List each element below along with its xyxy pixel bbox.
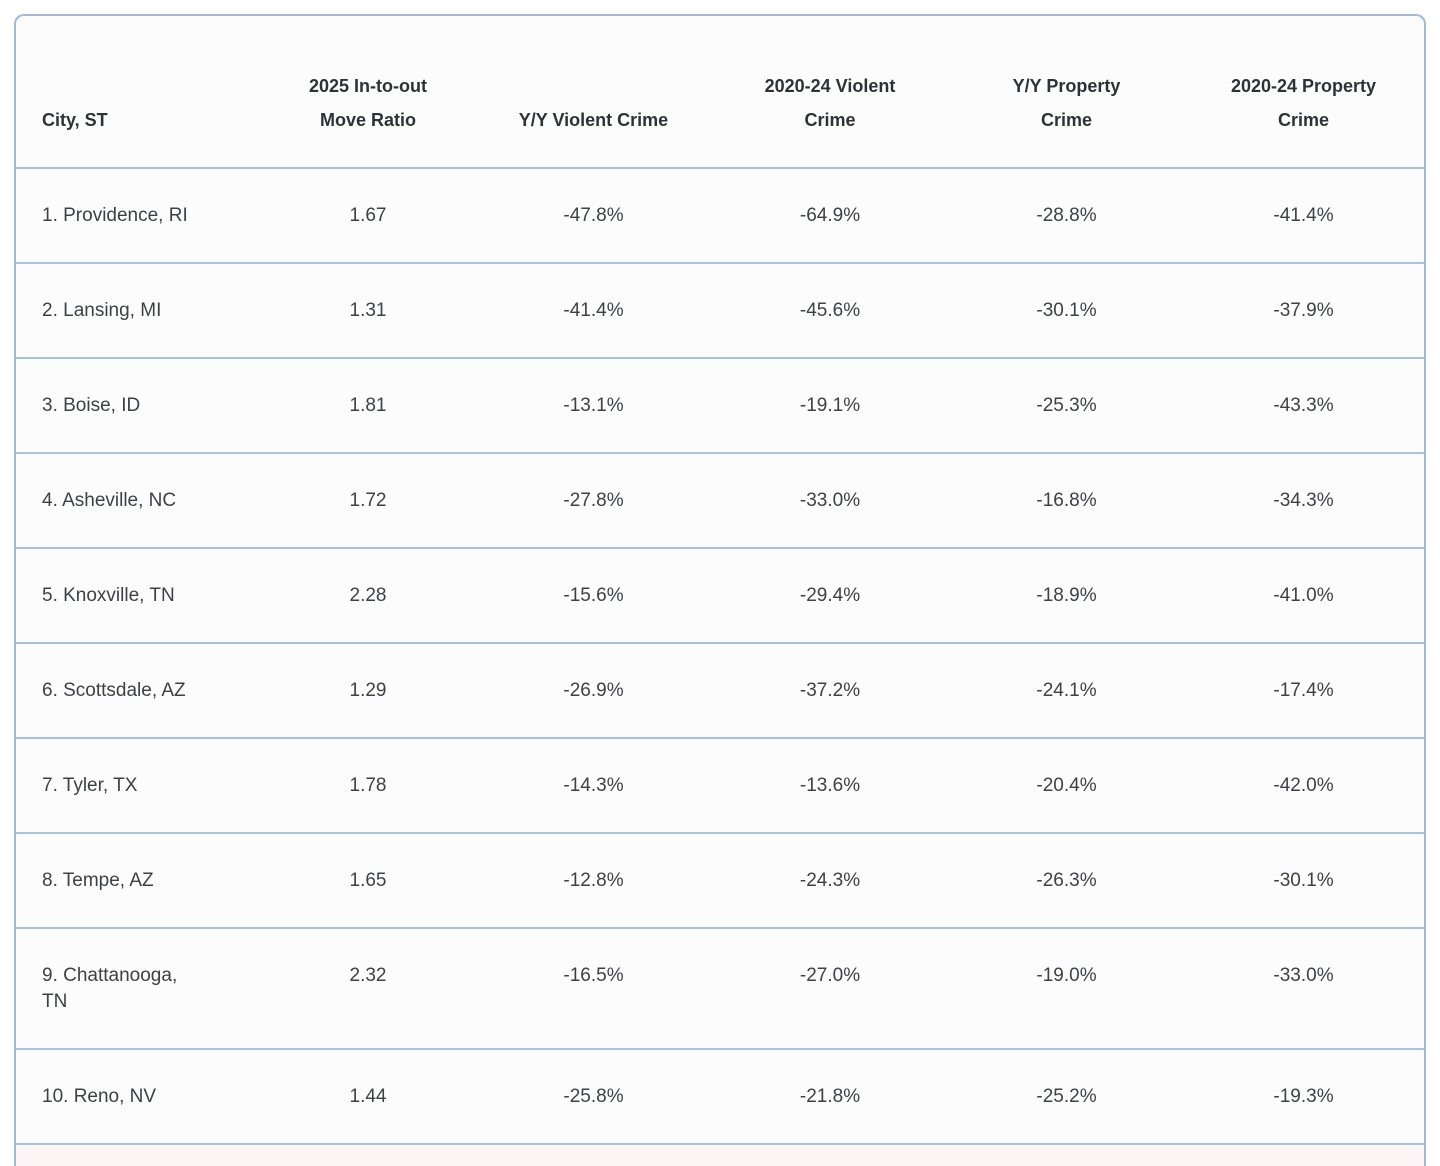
cell-city: 7. Tyler, TX xyxy=(16,738,259,834)
cell-ratio: 1.78 xyxy=(259,738,477,834)
cell-ratio: 1.29 xyxy=(259,643,477,739)
column-header-yyv: Y/Y Violent Crime xyxy=(477,16,710,169)
cell-ratio: 1.65 xyxy=(259,833,477,929)
cell-city: 5. Knoxville, TN xyxy=(16,548,259,644)
cell-city: 6. Scottsdale, AZ xyxy=(16,643,259,739)
cell-city: 10. Reno, NV xyxy=(16,1049,259,1145)
partial-next-row xyxy=(16,1145,1424,1166)
cell-yyv: -47.8% xyxy=(477,168,710,264)
cell-yyv: -27.8% xyxy=(477,453,710,549)
cell-yyp: -28.8% xyxy=(950,168,1183,264)
cell-p24: -41.0% xyxy=(1183,548,1424,644)
column-header-yyp: Y/Y Property Crime xyxy=(950,16,1183,169)
cell-ratio: 1.31 xyxy=(259,263,477,359)
cell-yyv: -15.6% xyxy=(477,548,710,644)
table-header: City, ST 2025 In-to-out Move Ratio Y/Y Vio… xyxy=(16,16,1424,169)
cell-ratio: 1.44 xyxy=(259,1049,477,1145)
cell-yyp: -24.1% xyxy=(950,643,1183,739)
cell-p24: -30.1% xyxy=(1183,833,1424,929)
cell-yyv: -41.4% xyxy=(477,263,710,359)
cell-city: 8. Tempe, AZ xyxy=(16,833,259,929)
cell-city: 9. Chattanooga, TN xyxy=(16,928,259,1050)
cell-p24: -34.3% xyxy=(1183,453,1424,549)
cell-yyp: -19.0% xyxy=(950,928,1183,1050)
table-row: 3. Boise, ID 1.81 -13.1% -19.1% -25.3% -43.3% xyxy=(16,358,1424,454)
cell-v24: -24.3% xyxy=(710,833,950,929)
cell-yyp: -20.4% xyxy=(950,738,1183,834)
cell-ratio: 1.67 xyxy=(259,168,477,264)
cell-v24: -33.0% xyxy=(710,453,950,549)
cell-yyp: -25.3% xyxy=(950,358,1183,454)
table-row: 4. Asheville, NC 1.72 -27.8% -33.0% -16.8% -3… xyxy=(16,453,1424,549)
cell-yyv: -13.1% xyxy=(477,358,710,454)
crime-stats-table: City, ST 2025 In-to-out Move Ratio Y/Y Vio… xyxy=(16,16,1424,1145)
table-row: 7. Tyler, TX 1.78 -14.3% -13.6% -20.4% -42.0% xyxy=(16,738,1424,834)
cell-city: 2. Lansing, MI xyxy=(16,263,259,359)
cell-city: 1. Providence, RI xyxy=(16,168,259,264)
cell-yyv: -25.8% xyxy=(477,1049,710,1145)
cell-yyp: -16.8% xyxy=(950,453,1183,549)
cell-yyv: -16.5% xyxy=(477,928,710,1050)
cell-city: 3. Boise, ID xyxy=(16,358,259,454)
table-row: 6. Scottsdale, AZ 1.29 -26.9% -37.2% -24.1% -… xyxy=(16,643,1424,739)
table-body: 1. Providence, RI 1.67 -47.8% -64.9% -28.8% -… xyxy=(16,168,1424,1145)
cell-ratio: 2.32 xyxy=(259,928,477,1050)
table-row: 8. Tempe, AZ 1.65 -12.8% -24.3% -26.3% -30.1% xyxy=(16,833,1424,929)
cell-v24: -13.6% xyxy=(710,738,950,834)
column-header-p24: 2020-24 Property Crime xyxy=(1183,16,1424,169)
column-header-ratio: 2025 In-to-out Move Ratio xyxy=(259,16,477,169)
cell-v24: -45.6% xyxy=(710,263,950,359)
cell-yyp: -18.9% xyxy=(950,548,1183,644)
table-row: 5. Knoxville, TN 2.28 -15.6% -29.4% -18.9% -4… xyxy=(16,548,1424,644)
cell-ratio: 1.81 xyxy=(259,358,477,454)
cell-p24: -42.0% xyxy=(1183,738,1424,834)
table-row: 1. Providence, RI 1.67 -47.8% -64.9% -28.8% -… xyxy=(16,168,1424,264)
column-header-city: City, ST xyxy=(16,16,259,169)
cell-v24: -64.9% xyxy=(710,168,950,264)
cell-ratio: 2.28 xyxy=(259,548,477,644)
cell-v24: -27.0% xyxy=(710,928,950,1050)
cell-p24: -17.4% xyxy=(1183,643,1424,739)
table-row: 10. Reno, NV 1.44 -25.8% -21.8% -25.2% -19.3% xyxy=(16,1049,1424,1145)
cell-p24: -33.0% xyxy=(1183,928,1424,1050)
cell-v24: -21.8% xyxy=(710,1049,950,1145)
crime-stats-card: City, ST 2025 In-to-out Move Ratio Y/Y Vio… xyxy=(14,14,1426,1166)
cell-p24: -37.9% xyxy=(1183,263,1424,359)
cell-yyp: -25.2% xyxy=(950,1049,1183,1145)
cell-v24: -19.1% xyxy=(710,358,950,454)
cell-city: 4. Asheville, NC xyxy=(16,453,259,549)
cell-yyv: -12.8% xyxy=(477,833,710,929)
column-header-v24: 2020-24 Violent Crime xyxy=(710,16,950,169)
table-row: 2. Lansing, MI 1.31 -41.4% -45.6% -30.1% -37.… xyxy=(16,263,1424,359)
cell-yyp: -30.1% xyxy=(950,263,1183,359)
cell-yyv: -26.9% xyxy=(477,643,710,739)
cell-v24: -37.2% xyxy=(710,643,950,739)
header-row: City, ST 2025 In-to-out Move Ratio Y/Y Vio… xyxy=(16,16,1424,169)
cell-p24: -41.4% xyxy=(1183,168,1424,264)
cell-p24: -19.3% xyxy=(1183,1049,1424,1145)
cell-yyv: -14.3% xyxy=(477,738,710,834)
cell-yyp: -26.3% xyxy=(950,833,1183,929)
cell-ratio: 1.72 xyxy=(259,453,477,549)
cell-v24: -29.4% xyxy=(710,548,950,644)
table-row: 9. Chattanooga, TN 2.32 -16.5% -27.0% -19.0%… xyxy=(16,928,1424,1050)
cell-p24: -43.3% xyxy=(1183,358,1424,454)
